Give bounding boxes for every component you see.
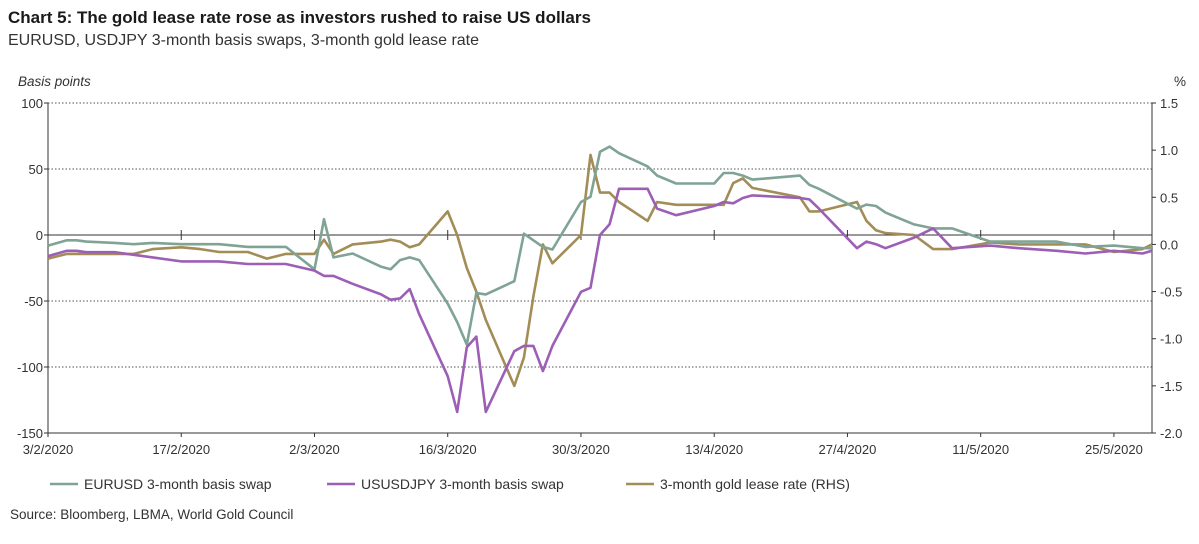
chart-subtitle: EURUSD, USDJPY 3-month basis swaps, 3-mo… <box>8 32 480 49</box>
y2-tick-label: 0.0 <box>1160 237 1178 252</box>
y2-tick-label: -1.5 <box>1160 379 1182 394</box>
series-line-gold <box>47 153 1153 388</box>
y2-tick-label: -0.5 <box>1160 285 1182 300</box>
y2-tick-label: 1.5 <box>1160 96 1178 111</box>
y-tick-label: 50 <box>29 162 43 177</box>
y2-tick-label: 0.5 <box>1160 190 1178 205</box>
x-tick-label: 11/5/2020 <box>952 442 1009 457</box>
y-tick-label: 100 <box>21 96 43 111</box>
chart-title: Chart 5: The gold lease rate rose as inv… <box>8 8 591 27</box>
x-tick-label: 25/5/2020 <box>1085 442 1143 457</box>
x-tick-label: 3/2/2020 <box>23 442 74 457</box>
source-note: Source: Bloomberg, LBMA, World Gold Coun… <box>10 507 294 522</box>
x-tick-label: 13/4/2020 <box>685 442 743 457</box>
y-tick-label: -150 <box>17 426 43 441</box>
x-tick-label: 17/2/2020 <box>152 442 210 457</box>
legend-label-gold: 3-month gold lease rate (RHS) <box>660 476 850 492</box>
legend-label-eurusd: EURUSD 3-month basis swap <box>84 476 272 492</box>
series-line-eurusd <box>47 145 1152 346</box>
y-tick-label: -100 <box>17 360 43 375</box>
y-tick-label: -50 <box>24 294 43 309</box>
series-lines <box>47 145 1153 414</box>
y2-tick-label: -1.0 <box>1160 332 1182 347</box>
y-tick-label: 0 <box>36 228 43 243</box>
y2-tick-label: -2.0 <box>1160 426 1182 441</box>
x-tick-label: 16/3/2020 <box>419 442 477 457</box>
y2-tick-label: 1.0 <box>1160 143 1178 158</box>
legend-label-usdjpy: USUSDJPY 3-month basis swap <box>361 476 564 492</box>
y2-axis-label: % <box>1174 74 1186 89</box>
x-tick-label: 2/3/2020 <box>289 442 340 457</box>
legend: EURUSD 3-month basis swap USUSDJPY 3-mont… <box>50 476 850 492</box>
y-axis-label: Basis points <box>18 74 91 89</box>
x-tick-label: 27/4/2020 <box>819 442 877 457</box>
x-tick-label: 30/3/2020 <box>552 442 610 457</box>
series-line-usdjpy <box>47 187 1153 414</box>
axes: 100 50 0 -50 -100 -150 1.5 1.0 0.5 0.0 -0.5 -1.0 -1.… <box>17 96 1182 457</box>
